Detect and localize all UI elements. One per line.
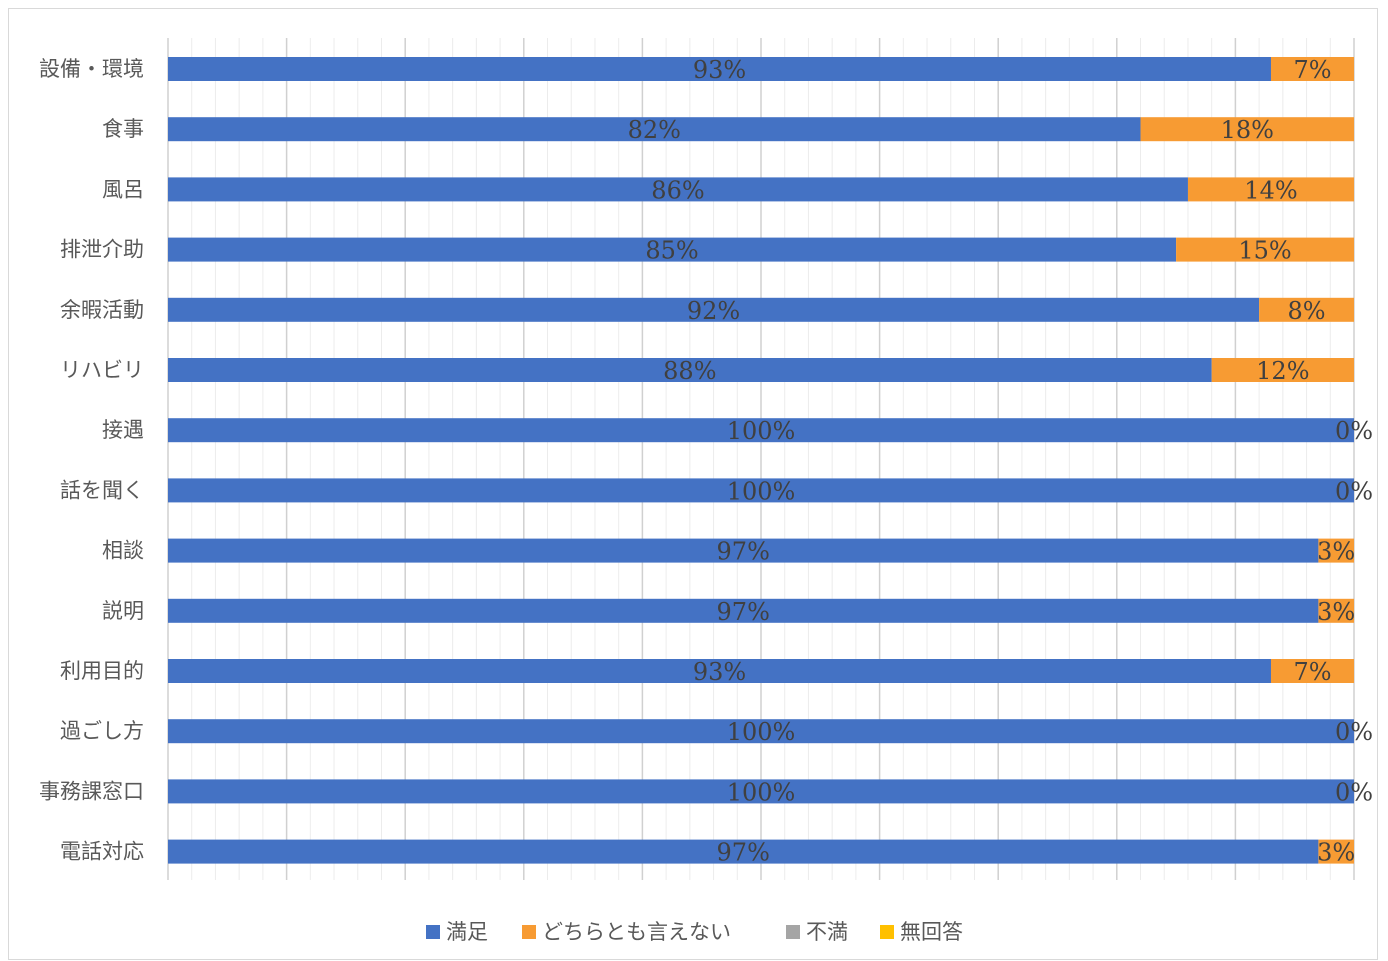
bar-segment (168, 478, 1354, 503)
bar-segment (168, 719, 1354, 744)
category-label: 余暇活動 (60, 298, 144, 322)
data-label: 92% (687, 297, 740, 325)
data-label: 97% (717, 839, 770, 867)
legend-swatch (522, 925, 536, 939)
bar-segment (1318, 839, 1354, 864)
bar-segment (168, 117, 1141, 142)
data-label: 3% (1317, 839, 1355, 867)
category-label: 接遇 (102, 418, 144, 442)
bar-segment (168, 297, 1260, 322)
category-label: 設備・環境 (39, 57, 144, 81)
data-label: 100% (727, 417, 796, 445)
data-label: 0% (1335, 718, 1373, 746)
data-label: 100% (727, 778, 796, 806)
legend-swatch (880, 925, 894, 939)
category-labels: 設備・環境食事風呂排泄介助余暇活動リハビリ接遇話を聞く相談説明利用目的過ごし方事… (39, 57, 144, 864)
legend-label: 満足 (446, 920, 488, 944)
data-label: 3% (1317, 538, 1355, 566)
data-label: 3% (1317, 598, 1355, 626)
bar-segment (168, 779, 1354, 804)
category-label: 利用目的 (60, 659, 144, 683)
category-label: 相談 (102, 539, 144, 563)
bar-segment (1270, 57, 1354, 81)
legend-label: 不満 (806, 920, 848, 944)
data-label: 88% (663, 357, 716, 385)
bar-segment (168, 57, 1271, 81)
bar-segment (1318, 598, 1354, 623)
data-label: 7% (1293, 658, 1331, 686)
data-label: 14% (1244, 176, 1297, 204)
bar-segment (1270, 659, 1354, 683)
category-label: 事務課窓口 (39, 779, 144, 803)
bar-segment (1176, 237, 1354, 262)
data-label: 7% (1293, 56, 1331, 84)
data-label: 0% (1335, 417, 1373, 445)
category-label: 説明 (102, 599, 144, 623)
legend-swatch (786, 925, 800, 939)
bar-segment (168, 538, 1319, 563)
bar-segment (1211, 358, 1354, 382)
category-label: 風呂 (102, 177, 144, 201)
legend: 満足 どちらとも言えない 不満 無回答 (426, 920, 963, 944)
data-label: 8% (1288, 297, 1326, 325)
data-label: 18% (1221, 116, 1274, 144)
bar-segment (168, 659, 1271, 683)
bar-segment (168, 418, 1354, 443)
category-label: リハビリ (60, 358, 144, 382)
legend-label: どちらとも言えない (542, 920, 731, 944)
data-label: 97% (717, 538, 770, 566)
bar-segment (1140, 117, 1354, 142)
data-label: 82% (628, 116, 681, 144)
bars (168, 57, 1354, 864)
data-label: 93% (693, 658, 746, 686)
category-label: 電話対応 (60, 840, 144, 864)
data-label: 85% (645, 237, 698, 265)
data-label: 0% (1335, 778, 1373, 806)
data-label: 86% (651, 176, 704, 204)
data-label: 93% (693, 56, 746, 84)
category-label: 排泄介助 (60, 238, 144, 262)
bar-segment (168, 237, 1177, 262)
data-label: 12% (1256, 357, 1309, 385)
data-label: 97% (717, 598, 770, 626)
data-label: 0% (1335, 477, 1373, 505)
gridlines (167, 38, 1355, 880)
bar-segment (1259, 297, 1354, 322)
bar-segment (168, 598, 1319, 623)
bar-segment (1187, 177, 1354, 202)
data-labels: 93% 7% 82% 18% 86% 14% 85% 15% 92% 8% 88% 12% 100% 0%… (628, 56, 1373, 867)
data-label: 100% (727, 718, 796, 746)
data-label: 100% (727, 477, 796, 505)
bar-segment (168, 839, 1319, 864)
bar-segment (168, 177, 1188, 202)
data-label: 15% (1238, 237, 1291, 265)
category-label: 話を聞く (60, 478, 144, 502)
bar-segment (168, 358, 1212, 382)
category-label: 過ごし方 (60, 719, 144, 743)
bar-segment (1318, 538, 1354, 563)
legend-swatch (426, 925, 440, 939)
legend-label: 無回答 (900, 920, 963, 944)
category-label: 食事 (102, 117, 144, 141)
